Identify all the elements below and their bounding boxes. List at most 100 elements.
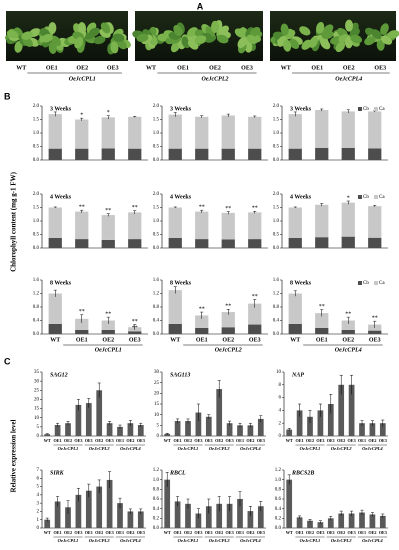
leaf [173,25,183,37]
bar-segment [128,239,142,248]
error-bar [287,474,291,485]
leaf [249,26,261,37]
y-tick-label: 0.8 [273,305,280,310]
y-tick-label: 30 [154,370,160,375]
x-tick-label: OE3 [257,530,265,535]
error-bar [346,200,350,205]
y-tick-label: 1.6 [153,278,160,283]
y-tick-label: 2 [37,510,40,515]
error-bar [200,311,204,319]
bar-segment [195,315,209,328]
error-bar [253,299,257,308]
bar-segment [48,207,62,239]
bar [164,433,171,436]
significance: ** [225,206,231,212]
error-bar [320,309,324,317]
x-tick-label: OE2 [337,438,345,443]
error-bar [200,115,204,118]
bar [369,514,376,528]
y-tick-label: 0.0 [273,246,280,251]
leaf [364,36,376,46]
y-tick-label: 0.5 [273,145,280,150]
leaf [6,29,19,39]
x-tick-label: OE1 [54,530,62,535]
y-tick-label: 10 [34,416,40,421]
bar [369,423,376,436]
y-tick-label: 1.0 [33,131,40,136]
photo-label: WT [146,65,156,71]
x-tick-label: OE2 [184,530,192,535]
bar-segment [195,239,209,248]
y-tick-label: 0 [279,434,282,439]
leaf [74,37,84,49]
y-tick-label: 2.0 [153,192,160,197]
error-bar [381,513,385,518]
photo-label: OE3 [374,65,386,71]
bar-segment [195,148,209,160]
y-tick-label: 1.0 [273,131,280,136]
y-tick-label: 15 [34,407,40,412]
x-tick-label: OE2 [64,530,72,535]
y-tick-label: 0.0 [273,158,280,163]
x-tick-label: OE2 [126,530,134,535]
bar-segment [48,114,62,149]
x-tick-label: OE1 [85,438,93,443]
significance: ** [79,205,85,211]
error-bar [329,394,333,414]
y-tick-label: 0.4 [153,319,160,324]
error-bar [318,520,322,524]
x-tick-label: OE3 [316,438,324,443]
bar-segment [315,237,329,248]
x-tick-label: OE1 [236,530,244,535]
x-tick-label: OE2 [95,438,103,443]
y-tick-label: 0.5 [33,145,40,150]
error-bar [45,517,49,522]
leaf [371,29,382,40]
x-tick-label: WT [290,337,300,343]
x-tick-label: OE1 [116,530,124,535]
bar [226,503,233,528]
bar-segment [168,148,182,160]
photo-label: OE3 [241,65,253,71]
x-tick-label: OE3 [257,438,265,443]
y-tick-label: 2.0 [153,104,160,109]
x-tick-label: OE1 [236,438,244,443]
y-tick-label: 0.0 [153,158,160,163]
bar [106,479,113,528]
group-label: OeJcCPL4 [120,538,141,543]
error-bar [128,508,132,514]
bar-segment [168,290,182,324]
x-tick-label: OE1 [316,337,328,343]
leaf [246,34,258,44]
y-tick-label: 0 [37,434,40,439]
leaf [41,33,53,43]
error-bar [253,115,257,118]
error-bar [346,316,350,324]
leaf [136,33,149,43]
bar [338,384,345,436]
x-tick-label: OE2 [368,530,376,535]
x-tick-label: OE3 [137,530,145,535]
x-tick-label: OE2 [222,337,234,343]
bar-segment [315,204,329,238]
bar [106,423,113,436]
x-tick-label: OE1 [205,530,213,535]
x-tick-label: OE1 [296,530,304,535]
bar-segment [288,238,302,248]
x-tick-label: OE3 [74,530,82,535]
x-tick-label: WT [44,530,51,535]
leaf [170,41,181,53]
group-label: OeJcCPL2 [209,446,230,451]
x-tick-label: OE2 [126,438,134,443]
group-label: OeJcCPL4 [362,446,383,451]
y-tick-label: 0.0 [33,158,40,163]
leaf [21,31,33,40]
bar [237,499,243,528]
x-tick-label: OE1 [327,530,335,535]
y-tick-label: 0.5 [153,233,160,238]
leaf [244,40,253,53]
bar [44,519,51,528]
legend-label: Ca [379,107,385,112]
bar-segment [75,211,89,240]
leaf [110,41,119,54]
